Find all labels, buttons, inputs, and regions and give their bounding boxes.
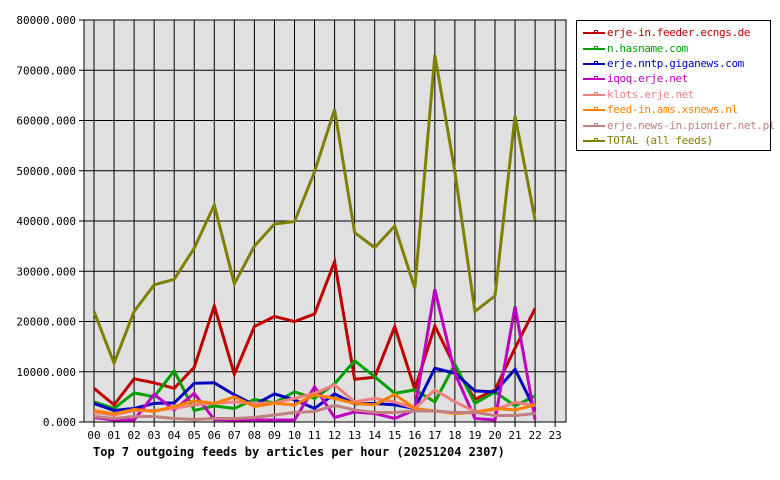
legend-label: klots.erje.net xyxy=(607,87,695,101)
x-tick-label: 03 xyxy=(148,429,161,442)
plot-border xyxy=(83,19,567,423)
legend-label: erje.news-in.pionier.net.pl xyxy=(607,118,776,132)
legend-item: erje.nntp.giganews.com xyxy=(583,56,770,71)
y-tick-label: 0.000 xyxy=(43,416,76,429)
y-axis: 0.000 10000.000 20000.000 30000.000 40000.00… xyxy=(16,14,84,429)
x-tick-label: 15 xyxy=(388,429,401,442)
y-tick-label: 60000.000 xyxy=(16,115,76,128)
legend-item: TOTAL (all feeds) xyxy=(583,133,770,148)
x-axis: 00 01 02 03 04 05 06 07 08 09 10 11 12 13 14 15 16 17 18 19… xyxy=(87,422,562,442)
y-tick-label: 20000.000 xyxy=(16,316,76,329)
y-tick-label: 70000.000 xyxy=(16,64,76,77)
legend-item: erje-in.feeder.ecngs.de xyxy=(583,25,770,40)
x-tick-label: 14 xyxy=(368,429,382,442)
x-tick-label: 01 xyxy=(107,429,120,442)
x-tick-label: 02 xyxy=(127,429,140,442)
series-line-7 xyxy=(92,54,537,368)
legend-label: feed-in.ams.xsnews.nl xyxy=(607,103,738,117)
x-tick-label: 09 xyxy=(268,429,281,442)
chart-title: Top 7 outgoing feeds by articles per hou… xyxy=(93,445,505,459)
x-tick-label: 06 xyxy=(208,429,221,442)
series-line-6 xyxy=(93,403,536,421)
legend-item: iqoq.erje.net xyxy=(583,71,770,86)
legend-label: erje.nntp.giganews.com xyxy=(607,56,744,70)
legend-line-marker-icon xyxy=(583,59,605,68)
x-tick-label: 23 xyxy=(549,429,562,442)
legend-line-marker-icon xyxy=(583,105,605,114)
legend-item: klots.erje.net xyxy=(583,87,770,102)
legend-line-marker-icon xyxy=(583,44,605,53)
x-tick-label: 17 xyxy=(428,429,441,442)
legend-line-marker-icon xyxy=(583,28,605,37)
y-tick-label: 30000.000 xyxy=(16,265,76,278)
legend-line-marker-icon xyxy=(583,121,605,130)
legend-label: TOTAL (all feeds) xyxy=(607,133,713,147)
x-tick-label: 19 xyxy=(468,429,481,442)
x-tick-label: 00 xyxy=(87,429,100,442)
legend-line-marker-icon xyxy=(583,74,605,83)
legend-line-marker-icon xyxy=(583,136,605,145)
x-tick-label: 18 xyxy=(448,429,461,442)
data-series xyxy=(92,54,537,422)
y-tick-label: 80000.000 xyxy=(16,14,76,27)
x-tick-label: 21 xyxy=(508,429,521,442)
x-tick-label: 13 xyxy=(348,429,361,442)
y-tick-label: 40000.000 xyxy=(16,215,76,228)
x-tick-label: 16 xyxy=(408,429,421,442)
x-tick-label: 20 xyxy=(488,429,501,442)
legend-item: feed-in.ams.xsnews.nl xyxy=(583,102,770,117)
series-line-3 xyxy=(93,288,537,422)
legend-line-marker-icon xyxy=(583,90,605,99)
legend-label: iqoq.erje.net xyxy=(607,72,688,86)
x-tick-label: 12 xyxy=(328,429,341,442)
x-tick-label: 10 xyxy=(288,429,301,442)
legend-item: erje.news-in.pionier.net.pl xyxy=(583,117,775,132)
legend: erje-in.feeder.ecngs.de n.hasname.com erje… xyxy=(576,20,775,151)
legend-label: erje-in.feeder.ecngs.de xyxy=(607,26,751,40)
x-tick-label: 07 xyxy=(228,429,241,442)
legend-item: n.hasname.com xyxy=(583,40,770,55)
y-tick-label: 10000.000 xyxy=(16,366,76,379)
legend-label: n.hasname.com xyxy=(607,41,688,55)
x-tick-label: 05 xyxy=(188,429,201,442)
x-tick-label: 11 xyxy=(308,429,321,442)
x-tick-label: 04 xyxy=(168,429,182,442)
y-tick-label: 50000.000 xyxy=(16,165,76,178)
x-tick-label: 08 xyxy=(248,429,261,442)
x-tick-label: 22 xyxy=(528,429,541,442)
